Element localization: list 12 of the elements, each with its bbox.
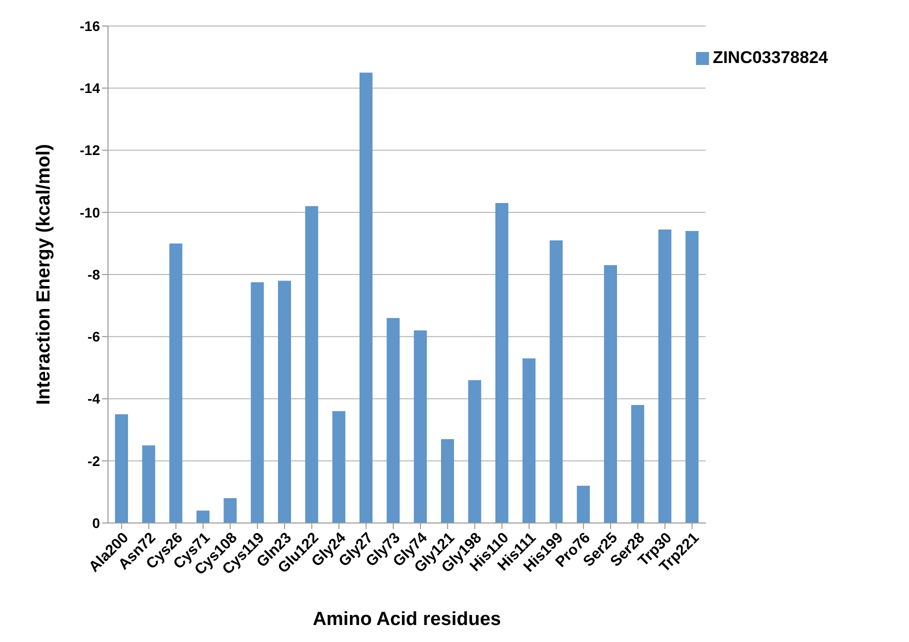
x-axis-title: Amino Acid residues <box>312 609 501 630</box>
y-tick-label: -16 <box>80 18 100 34</box>
y-axis-title: Interaction Energy (kcal/mol) <box>34 144 55 405</box>
y-tick-label: 0 <box>92 514 100 531</box>
y-tick-label: -2 <box>88 452 100 469</box>
y-tick-label: -8 <box>88 266 100 282</box>
y-tick-label: -12 <box>80 142 100 158</box>
y-tick-label: -4 <box>88 390 100 407</box>
y-tick-label: -10 <box>80 204 100 220</box>
y-tick-label: -6 <box>88 328 100 345</box>
y-tick-label: -14 <box>80 80 100 96</box>
legend-label: ZINC03378824 <box>712 48 828 67</box>
